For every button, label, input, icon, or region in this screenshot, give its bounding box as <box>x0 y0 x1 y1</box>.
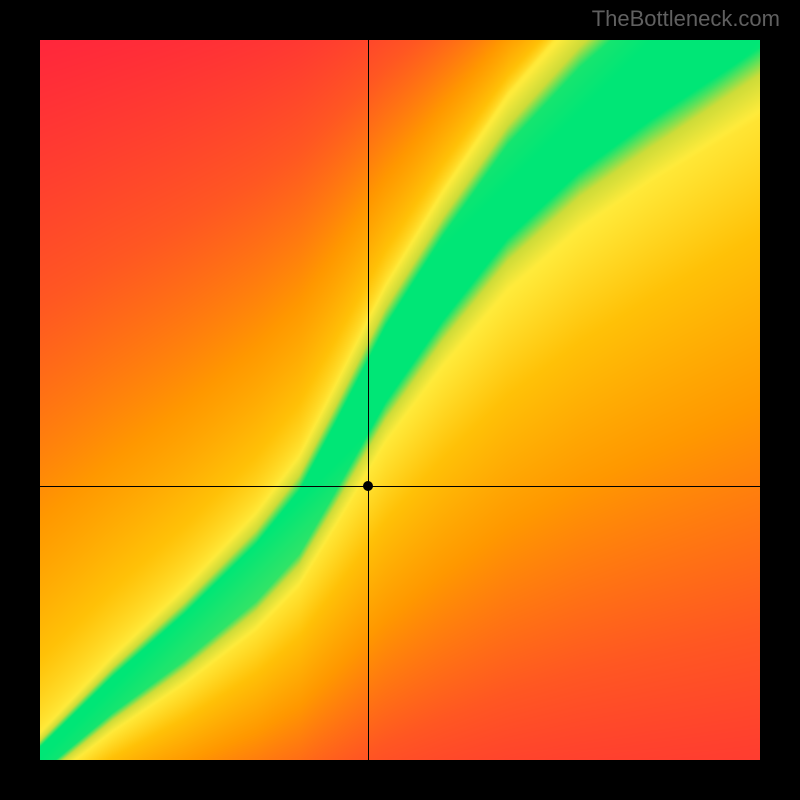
plot-area <box>40 40 760 760</box>
crosshair-horizontal <box>40 486 760 487</box>
crosshair-marker <box>363 481 373 491</box>
watermark-text: TheBottleneck.com <box>592 6 780 32</box>
crosshair-vertical <box>368 40 369 760</box>
heatmap-canvas <box>40 40 760 760</box>
